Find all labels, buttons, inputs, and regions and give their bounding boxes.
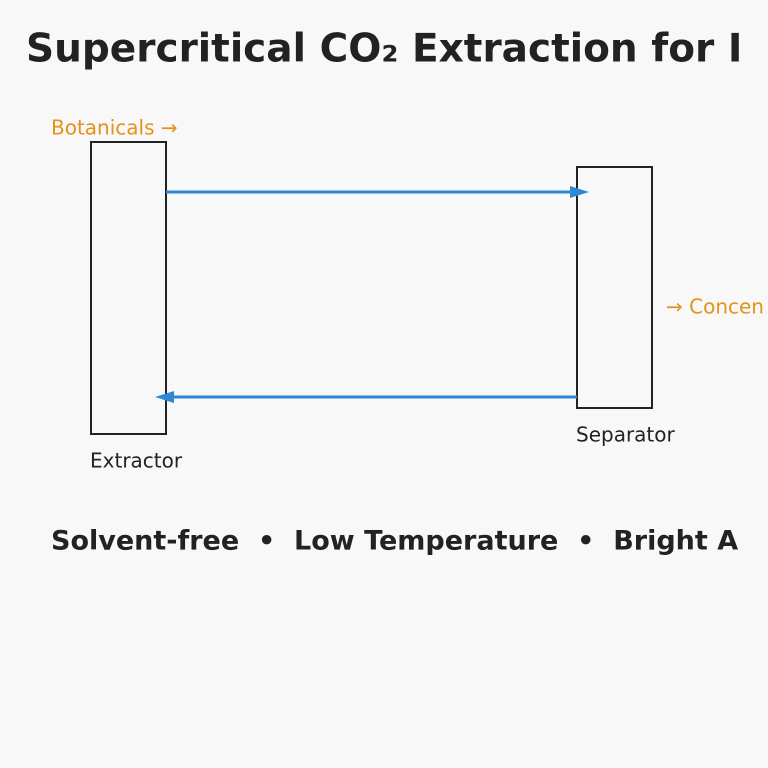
output-label: → Concen: [666, 295, 764, 319]
feature-list: Solvent-free • Low Temperature • Bright …: [51, 526, 738, 557]
title: Supercritical CO₂ Extraction for I: [26, 27, 742, 72]
arrow-head: [570, 186, 589, 198]
arrow-head: [155, 391, 174, 403]
separator-box: [576, 166, 653, 409]
node-label: Separator: [576, 423, 676, 447]
input-label: Botanicals →: [51, 116, 178, 140]
node-label: Extractor: [90, 449, 183, 473]
extractor-box: [90, 141, 167, 435]
